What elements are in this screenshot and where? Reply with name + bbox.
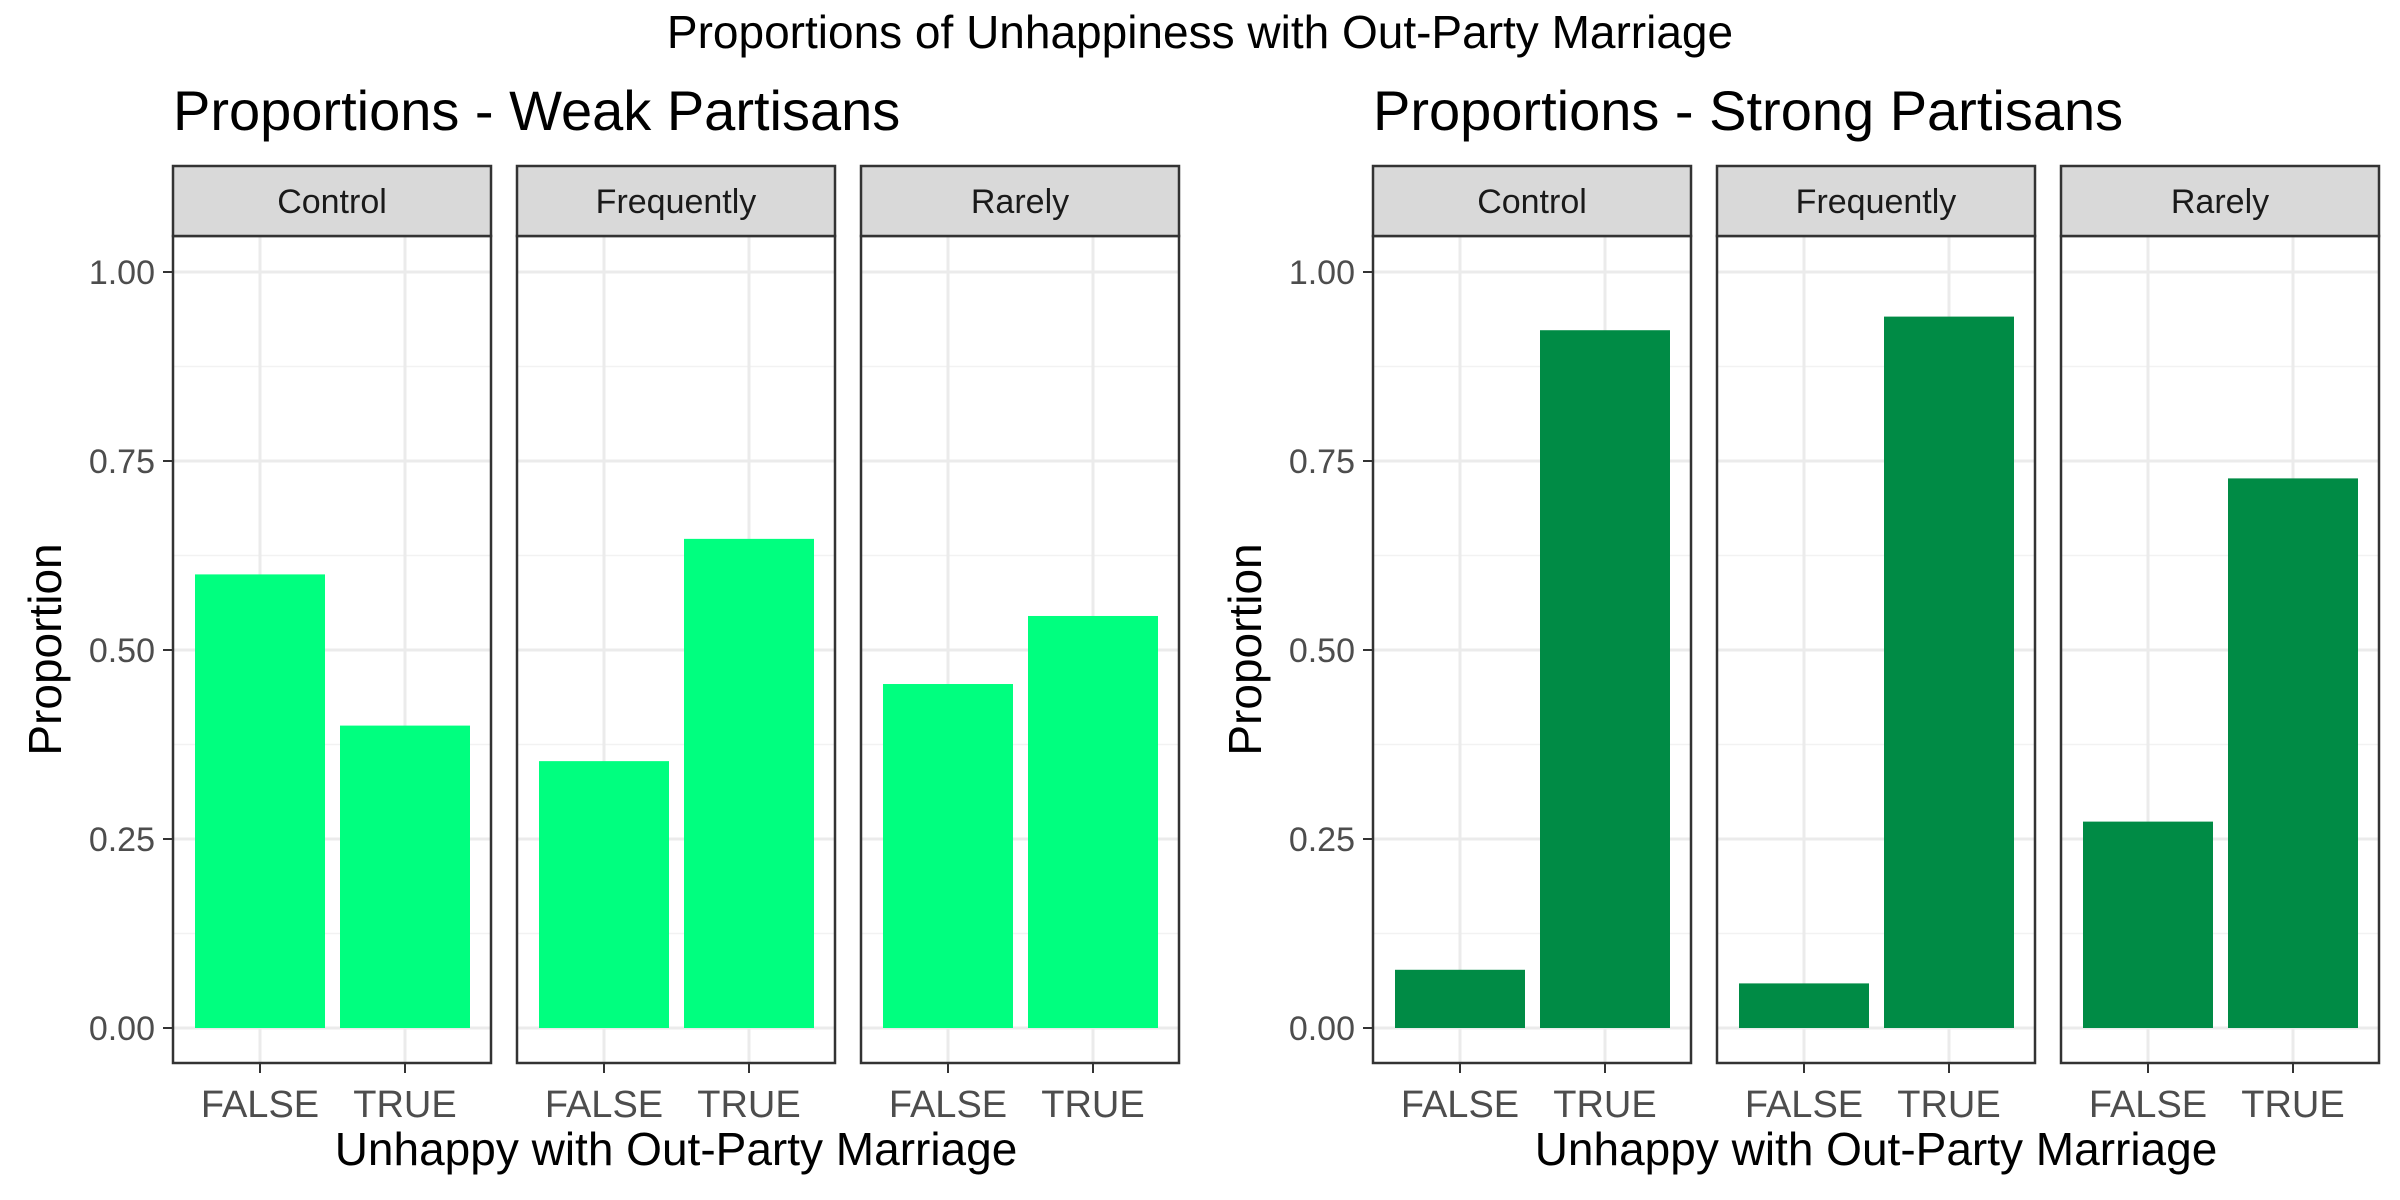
facet-strip-label: Frequently (596, 183, 757, 221)
bar-rarely-true (2228, 478, 2358, 1028)
y-axis-title: Proportion (1219, 543, 1271, 755)
y-tick-label: 0.50 (89, 632, 155, 670)
x-tick-label: FALSE (545, 1084, 663, 1126)
y-axis-title: Proportion (19, 543, 71, 755)
x-axis-title: Unhappy with Out-Party Marriage (335, 1123, 1018, 1175)
bar-frequently-false (539, 761, 669, 1028)
x-tick-label: TRUE (353, 1084, 456, 1126)
figure-suptitle: Proportions of Unhappiness with Out-Part… (667, 6, 1733, 58)
facet-strip-label: Control (1477, 183, 1587, 221)
y-tick-label: 1.00 (1289, 254, 1355, 292)
bar-control-false (195, 574, 325, 1028)
y-tick-label: 0.50 (1289, 632, 1355, 670)
bar-rarely-false (883, 684, 1013, 1028)
x-tick-label: FALSE (1745, 1084, 1863, 1126)
y-tick-label: 1.00 (89, 254, 155, 292)
bar-frequently-true (1884, 316, 2014, 1028)
y-tick-label: 0.75 (89, 443, 155, 481)
x-tick-label: FALSE (201, 1084, 319, 1126)
y-tick-label: 0.25 (89, 821, 155, 859)
x-tick-label: TRUE (1897, 1084, 2000, 1126)
bar-control-true (340, 725, 470, 1028)
x-tick-label: FALSE (889, 1084, 1007, 1126)
bar-control-true (1540, 330, 1670, 1028)
facet-strip-label: Rarely (971, 183, 1069, 221)
x-tick-label: TRUE (1041, 1084, 1144, 1126)
facet-strip-label: Control (277, 183, 387, 221)
facet-strip-label: Frequently (1796, 183, 1957, 221)
x-tick-label: TRUE (697, 1084, 800, 1126)
bar-frequently-true (684, 538, 814, 1028)
x-tick-label: TRUE (1553, 1084, 1656, 1126)
facet-strip (859, 164, 1181, 238)
y-tick-label: 0.25 (1289, 821, 1355, 859)
facet-strip (2059, 164, 2381, 238)
facet-strip (515, 164, 837, 238)
facet-strip (171, 164, 493, 238)
facet-strip (1371, 164, 1693, 238)
bar-frequently-false (1739, 983, 1869, 1028)
x-axis-title: Unhappy with Out-Party Marriage (1535, 1123, 2218, 1175)
bar-rarely-true (1028, 615, 1158, 1028)
facet-strip (1715, 164, 2037, 238)
x-tick-label: TRUE (2241, 1084, 2344, 1126)
y-tick-label: 0.00 (1289, 1010, 1355, 1048)
y-tick-label: 0.75 (1289, 443, 1355, 481)
facet-strip-label: Rarely (2171, 183, 2269, 221)
x-tick-label: FALSE (1401, 1084, 1519, 1126)
panel-title: Proportions - Strong Partisans (1373, 79, 2123, 142)
bar-rarely-false (2083, 821, 2213, 1028)
x-tick-label: FALSE (2089, 1084, 2207, 1126)
y-tick-label: 0.00 (89, 1010, 155, 1048)
bar-control-false (1395, 969, 1525, 1028)
panel-title: Proportions - Weak Partisans (173, 79, 900, 142)
